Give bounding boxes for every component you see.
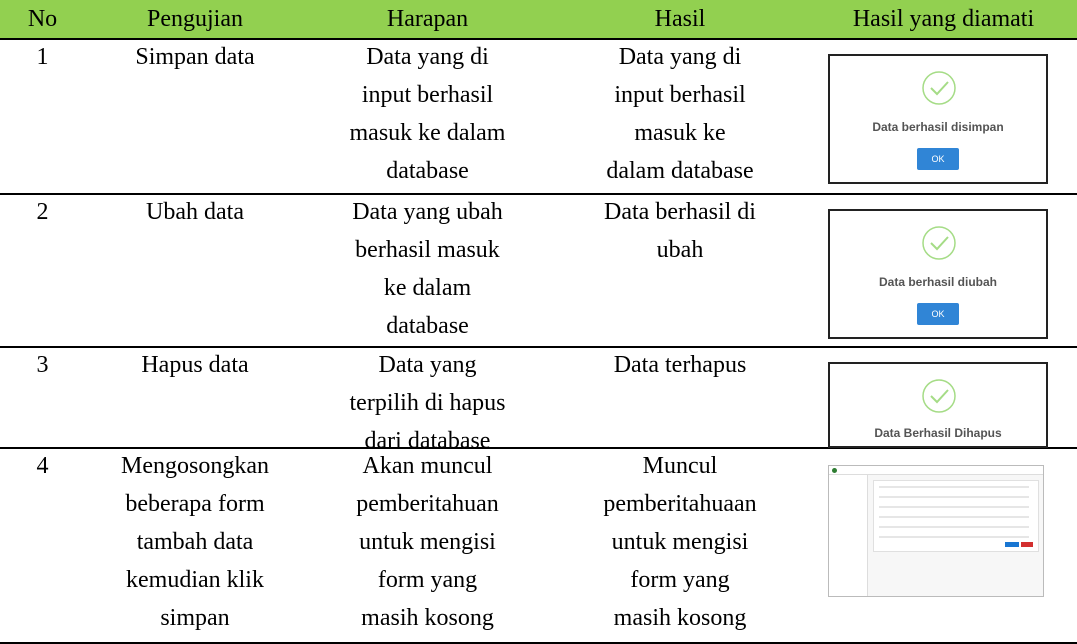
form-field: [879, 516, 1029, 518]
table-cell: 3: [0, 346, 85, 384]
cell-line: input berhasil: [614, 82, 746, 108]
table-cell: Data terhapus: [550, 346, 810, 384]
dialog-button[interactable]: OK: [917, 148, 959, 170]
dialog-message: Data berhasil diubah: [878, 275, 998, 289]
cell-line: form yang: [630, 567, 730, 593]
cell-line: tambah data: [136, 529, 254, 555]
dialog-screenshot: Data Berhasil Dihapus: [828, 362, 1048, 448]
cell-line: Data yang di: [618, 44, 742, 70]
cell-line: masih kosong: [361, 605, 494, 631]
icon-check: [930, 81, 949, 96]
header-cell: Harapan: [386, 6, 469, 32]
table-cell: Hapus data: [85, 346, 305, 384]
row-border: [0, 38, 1077, 40]
icon-check: [930, 236, 949, 251]
icon-check: [930, 389, 949, 404]
cell-line: masuk ke dalam: [349, 120, 506, 146]
success-icon: [922, 379, 956, 413]
cell-line: Data terhapus: [613, 352, 747, 378]
table-cell: Data yang di input berhasil masuk ke dalam …: [550, 38, 810, 190]
cell-line: ubah: [656, 237, 704, 263]
cell-line: untuk mengisi: [359, 529, 496, 555]
cell-line: terpilih di hapus: [349, 390, 506, 416]
table-cell: 1: [0, 38, 85, 76]
table-cell: Data yang ubah berhasil masuk ke dalam data…: [305, 193, 550, 345]
dialog-button[interactable]: OK: [917, 303, 959, 325]
dialog-message: Data Berhasil Dihapus: [874, 426, 1002, 440]
form-field: [879, 486, 1029, 488]
cell-line: Simpan data: [135, 44, 255, 70]
success-icon: [922, 71, 956, 105]
cell-line: 1: [36, 44, 49, 70]
cell-line: Data berhasil di: [604, 199, 756, 225]
app-sidebar: [829, 466, 868, 596]
icon-circle: [922, 379, 956, 413]
table-cell: Simpan data: [85, 38, 305, 76]
cell-line: 4: [36, 453, 49, 479]
app-screenshot: [828, 465, 1044, 597]
cell-line: form yang: [377, 567, 478, 593]
cell-line: untuk mengisi: [611, 529, 749, 555]
table-cell: Ubah data: [85, 193, 305, 231]
form-field: [879, 536, 1029, 538]
cancel-button: [1021, 542, 1033, 547]
cell-line: 3: [36, 352, 49, 378]
app-topbar: [829, 466, 1043, 475]
table-cell: 4: [0, 447, 85, 485]
dialog-message: Data berhasil disimpan: [872, 120, 1004, 134]
success-icon: [922, 226, 956, 260]
save-button: [1005, 542, 1019, 547]
header-cell: Pengujian: [147, 6, 243, 32]
row-border: [0, 642, 1077, 644]
cell-line: berhasil masuk: [355, 237, 500, 263]
cell-line: Muncul: [642, 453, 718, 479]
cell-line: ke dalam: [383, 275, 472, 301]
row-border: [0, 346, 1077, 348]
cell-line: pemberitahuan: [356, 491, 499, 517]
cell-line: beberapa form: [125, 491, 265, 517]
table-cell: Data berhasil di ubah: [550, 193, 810, 269]
cell-line: pemberitahuaan: [603, 491, 757, 517]
cell-line: dari database: [364, 428, 491, 454]
header-background: [0, 0, 1077, 38]
form-field: [879, 526, 1029, 528]
table-cell: Muncul pemberitahuaan untuk mengisi form ya…: [550, 447, 810, 637]
cell-line: Akan muncul: [362, 453, 493, 479]
cell-line: Data yang ubah: [352, 199, 503, 225]
cell-line: Data yang: [378, 352, 477, 378]
cell-line: Data yang di: [366, 44, 489, 70]
cell-line: dalam database: [606, 158, 754, 184]
form-field: [879, 506, 1029, 508]
dialog-screenshot: Data berhasil diubah OK: [828, 209, 1048, 339]
icon-circle: [922, 71, 956, 105]
app-logo: [832, 468, 837, 473]
table-cell: Data yang di input berhasil masuk ke dalam…: [305, 38, 550, 190]
table-cell: 2: [0, 193, 85, 231]
cell-line: input berhasil: [361, 82, 494, 108]
row-border: [0, 447, 1077, 449]
cell-line: masih kosong: [613, 605, 747, 631]
table-cell: Data yang terpilih di hapus dari database: [305, 346, 550, 460]
cell-line: database: [386, 313, 469, 339]
dialog-screenshot: Data berhasil disimpan OK: [828, 54, 1048, 184]
cell-line: Ubah data: [146, 199, 244, 225]
cell-line: kemudian klik: [126, 567, 264, 593]
cell-line: simpan: [160, 605, 230, 631]
cell-line: masuk ke: [634, 120, 726, 146]
form-field: [879, 496, 1029, 498]
table-cell: Mengosongkan beberapa form tambah data kemu…: [85, 447, 305, 637]
cell-line: Mengosongkan: [121, 453, 269, 479]
header-cell: No: [27, 6, 58, 32]
icon-circle: [922, 226, 956, 260]
header-cell: Hasil yang diamati: [852, 6, 1035, 32]
cell-line: Hapus data: [141, 352, 249, 378]
header-cell: Hasil: [654, 6, 706, 32]
table-cell: Akan muncul pemberitahuan untuk mengisi for…: [305, 447, 550, 637]
cell-line: database: [386, 158, 469, 184]
row-border: [0, 193, 1077, 195]
cell-line: 2: [36, 199, 49, 225]
